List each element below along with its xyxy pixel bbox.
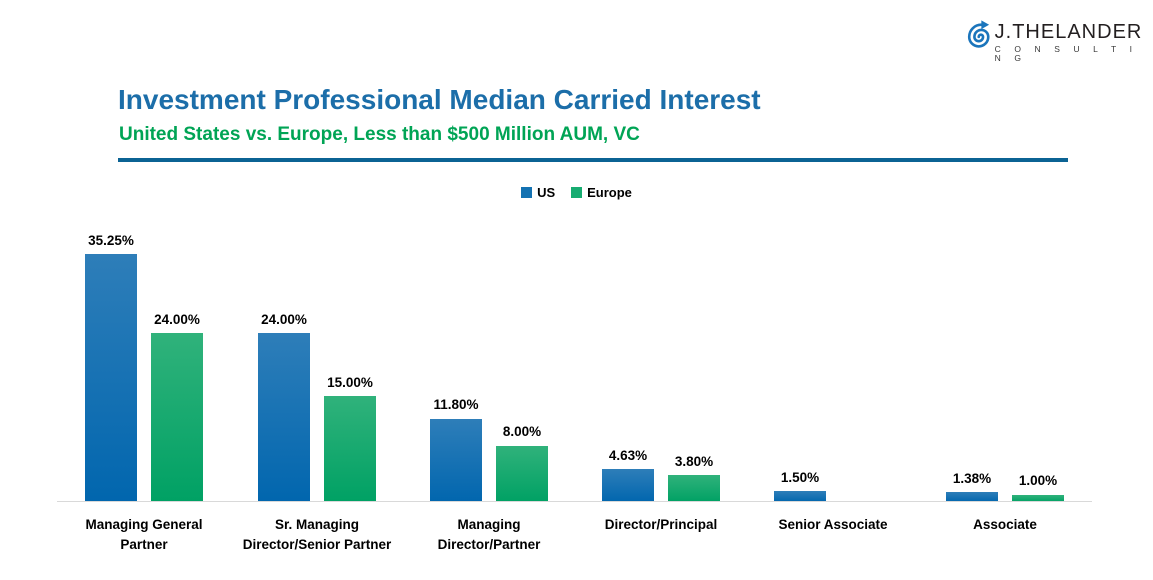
value-label: 4.63% bbox=[608, 447, 648, 463]
us-bar bbox=[946, 492, 998, 502]
value-label: 1.50% bbox=[780, 469, 820, 485]
europe-bar bbox=[1012, 494, 1064, 502]
us-bar bbox=[774, 491, 826, 502]
us-bar bbox=[602, 469, 654, 502]
us-bar bbox=[430, 418, 482, 502]
value-label: 15.00% bbox=[327, 374, 373, 390]
category-label: Managing General Partner bbox=[85, 517, 203, 552]
logo-name: J.THELANDER bbox=[994, 21, 1143, 43]
category-label: Sr. Managing Director/Senior Partner bbox=[242, 517, 392, 552]
value-label: 3.80% bbox=[674, 453, 714, 469]
value-label: 11.80% bbox=[433, 397, 479, 413]
category-label: Senior Associate bbox=[778, 517, 888, 532]
legend-item-europe: Europe bbox=[571, 185, 632, 200]
category-label: Associate bbox=[973, 517, 1037, 532]
value-label: 24.00% bbox=[261, 311, 307, 327]
page-title: Investment Professional Median Carried I… bbox=[118, 84, 761, 115]
legend-swatch-us bbox=[521, 187, 533, 198]
chart-legend: US Europe bbox=[0, 185, 1153, 200]
value-label: 1.00% bbox=[1018, 473, 1058, 489]
category-label: Managing Director/Partner bbox=[437, 517, 541, 552]
europe-bar bbox=[668, 475, 720, 502]
logo-text: J.THELANDER C O N S U L T I N G bbox=[995, 16, 1153, 62]
category-axis: Managing General Partner Sr. Managing Dir… bbox=[0, 515, 1153, 563]
legend-swatch-europe bbox=[571, 187, 583, 198]
x-axis-line bbox=[57, 501, 1092, 502]
spiral-arrow-icon bbox=[967, 20, 990, 48]
europe-bar bbox=[151, 333, 203, 502]
logo: J.THELANDER C O N S U L T I N G bbox=[964, 16, 1153, 62]
value-label: 24.00% bbox=[154, 311, 200, 327]
legend-label: US bbox=[537, 185, 556, 200]
europe-bar bbox=[324, 396, 376, 502]
us-bar bbox=[258, 333, 310, 502]
value-label: 8.00% bbox=[502, 424, 542, 440]
value-label: 35.25% bbox=[88, 232, 134, 248]
europe-bar bbox=[496, 445, 548, 502]
value-label: 1.38% bbox=[952, 470, 992, 486]
logo-tagline: C O N S U L T I N G bbox=[994, 44, 1138, 63]
page-subtitle: United States vs. Europe, Less than $500… bbox=[119, 124, 640, 145]
us-bar bbox=[85, 254, 137, 502]
title-divider bbox=[118, 158, 1068, 162]
legend-label: Europe bbox=[587, 185, 632, 200]
plot-area: 35.25% 24.00% 11.80% 4.63% 1.50% 1.38% 24.00% 1… bbox=[85, 232, 1064, 502]
category-label: Director/Principal bbox=[604, 517, 718, 532]
legend-item-us: US bbox=[521, 185, 555, 200]
